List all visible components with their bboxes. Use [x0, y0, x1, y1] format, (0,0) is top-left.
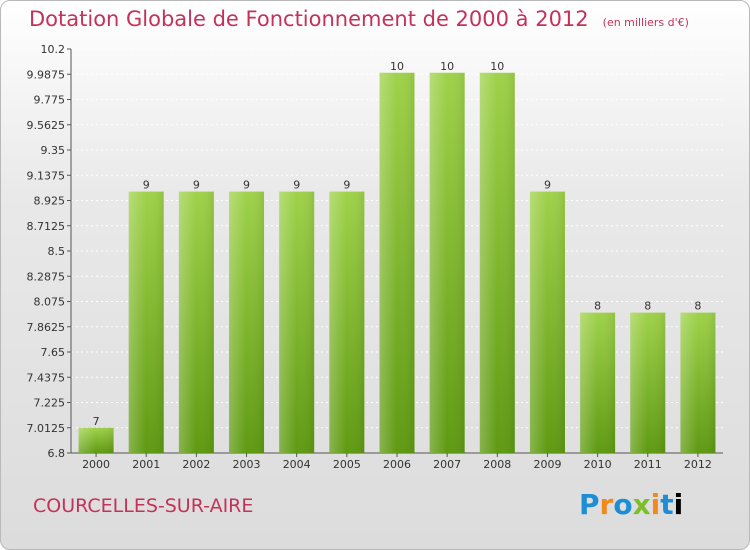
- data-label: 9: [243, 179, 250, 192]
- y-tick-label: 9.5625: [27, 119, 66, 132]
- data-label: 8: [594, 300, 601, 313]
- bar-shade-2003: [229, 191, 265, 453]
- chart-unit: (en milliers d'€): [602, 16, 689, 29]
- y-tick-label: 9.9875: [27, 68, 66, 81]
- x-tick-label: 2004: [283, 458, 311, 471]
- bar-shade-2011: [630, 312, 666, 453]
- bar-shade-2005: [329, 191, 365, 453]
- x-tick-label: 2008: [483, 458, 511, 471]
- x-tick-label: 2006: [383, 458, 411, 471]
- y-tick-label: 8.075: [34, 296, 66, 309]
- data-label: 8: [644, 300, 651, 313]
- x-tick-label: 2009: [533, 458, 561, 471]
- x-tick-label: 2001: [132, 458, 160, 471]
- x-tick-label: 2000: [82, 458, 110, 471]
- y-tick-label: 7.225: [34, 397, 66, 410]
- chart-title-text: Dotation Globale de Fonctionnement de 20…: [29, 7, 589, 31]
- bar-shade-2009: [529, 191, 565, 453]
- bar-shade-2008: [479, 72, 515, 453]
- data-label: 9: [544, 179, 551, 192]
- y-tick-label: 8.7125: [27, 220, 66, 233]
- x-tick-label: 2003: [233, 458, 261, 471]
- y-tick-label: 9.1375: [27, 169, 66, 182]
- axis-layer: 6.8 7.0125 7.225 7.4375 7.65 7.8625 8.075 8.287…: [27, 43, 723, 460]
- y-tick-label: 10.2: [41, 43, 66, 56]
- data-label: 9: [193, 179, 200, 192]
- commune-name: COURCELLES-SUR-AIRE: [33, 495, 254, 517]
- y-tick-label: 8.925: [34, 195, 66, 208]
- data-label: 10: [390, 60, 404, 73]
- y-tick-label: 7.4375: [27, 371, 66, 384]
- data-label: 8: [694, 300, 701, 313]
- x-tick-label: 2012: [684, 458, 712, 471]
- data-label: 10: [490, 60, 504, 73]
- bar-shade-2004: [279, 191, 315, 453]
- x-tick-label: 2011: [634, 458, 662, 471]
- bar-shade-2007: [429, 72, 465, 453]
- bar-shade-2001: [128, 191, 164, 453]
- chart-title: Dotation Globale de Fonctionnement de 20…: [29, 7, 689, 31]
- label-layer: 2000 7 2001 9 2002 9 2003 9 2004 9 2005 9 2006 10 2007…: [82, 60, 712, 471]
- data-label: 7: [93, 415, 100, 428]
- proxiti-logo: Proxiti: [579, 488, 684, 521]
- x-tick-label: 2007: [433, 458, 461, 471]
- x-tick-label: 2010: [584, 458, 612, 471]
- data-label: 9: [293, 179, 300, 192]
- data-label: 9: [143, 179, 150, 192]
- bar-shade-2002: [178, 191, 214, 453]
- bar-shade-2006: [379, 72, 415, 453]
- bar-shade-2000: [78, 427, 114, 453]
- y-tick-label: 7.0125: [27, 422, 66, 435]
- y-tick-label: 8.2875: [27, 270, 66, 283]
- y-tick-label: 6.8: [48, 447, 66, 460]
- bar-shade-2010: [580, 312, 616, 453]
- x-tick-label: 2005: [333, 458, 361, 471]
- x-tick-label: 2002: [182, 458, 210, 471]
- y-tick-label: 9.775: [34, 94, 66, 107]
- bar-layer: [78, 72, 716, 453]
- data-label: 10: [440, 60, 454, 73]
- y-tick-label: 9.35: [41, 144, 66, 157]
- y-tick-label: 7.8625: [27, 321, 66, 334]
- y-tick-label: 8.5: [48, 245, 66, 258]
- bar-shade-2012: [680, 312, 716, 453]
- y-tick-label: 7.65: [41, 346, 66, 359]
- data-label: 9: [343, 179, 350, 192]
